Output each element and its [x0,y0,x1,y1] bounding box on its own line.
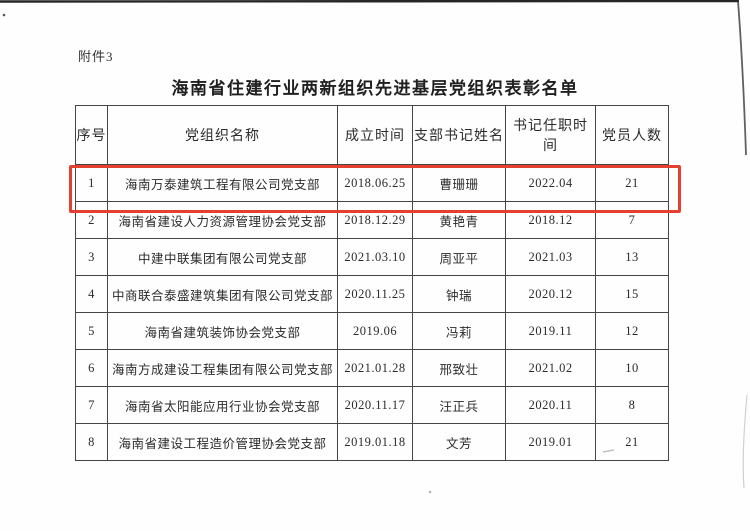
table-cell: 2018.12 [505,201,596,239]
table-body: 1 海南万泰建筑工程有限公司党支部 2018.06.25 曹珊珊 2022.04 21 2 海… [75,164,669,461]
table-cell: 2020.11.17 [337,386,413,424]
roster-table-container: 序号 党组织名称 成立时间 支部书记姓名 书记任职时间 党员人数 1 海南万泰建筑… [75,105,669,461]
scan-right-edge-lower [742,394,748,489]
table-cell: 周亚平 [412,238,506,276]
table-cell: 2022.04 [505,164,596,202]
table-cell: 21 [595,164,669,202]
table-cell: 2019.11 [505,312,596,350]
table-row: 6 海南方成建设工程集团有限公司党支部 2021.01.28 邢致壮 2021.02 10 [75,349,669,387]
table-cell: 10 [595,349,669,387]
table-header-row: 序号 党组织名称 成立时间 支部书记姓名 书记任职时间 党员人数 [75,105,669,165]
table-cell: 2020.12 [505,275,596,313]
table-cell: 中商联合泰盛建筑集团有限公司党支部 [107,275,338,313]
table-cell: 海南方成建设工程集团有限公司党支部 [107,349,338,387]
table-cell: 2021.02 [505,349,596,387]
column-header-secretary-tenure: 书记任职时间 [505,105,596,165]
roster-table: 序号 党组织名称 成立时间 支部书记姓名 书记任职时间 党员人数 1 海南万泰建筑… [75,105,669,461]
table-cell: 海南万泰建筑工程有限公司党支部 [107,164,338,202]
table-cell: 海南省建设人力资源管理协会党支部 [107,201,338,239]
table-cell: 2018.06.25 [337,164,413,202]
table-cell: 曹珊珊 [412,164,506,202]
table-cell: 1 [75,164,108,202]
table-cell: 汪正兵 [412,386,506,424]
table-cell: 7 [75,386,108,424]
column-header-member-count: 党员人数 [595,105,669,165]
page-title: 海南省住建行业两新组织先进基层党组织表彰名单 [171,79,579,98]
table-cell: 8 [75,423,108,461]
column-header-org-name: 党组织名称 [107,105,338,165]
table-cell: 4 [75,275,108,313]
table-cell: 15 [595,275,669,313]
table-cell: 8 [595,386,669,424]
table-cell: 海南省建筑装饰协会党支部 [107,312,338,350]
table-cell: 2020.11.25 [337,275,413,313]
scan-speck [428,490,432,494]
table-row: 7 海南省太阳能应用行业协会党支部 2020.11.17 汪正兵 2020.11 8 [75,386,669,424]
table-cell: 2 [75,201,108,239]
table-cell: 12 [595,312,669,350]
attachment-label: 附件3 [78,49,114,64]
table-row: 8 海南省建设工程造价管理协会党支部 2019.01.18 文芳 2019.01 21 [75,423,669,461]
table-row: 4 中商联合泰盛建筑集团有限公司党支部 2020.11.25 钟瑞 2020.12 15 [75,275,669,313]
table-row: 5 海南省建筑装饰协会党支部 2019.06 冯莉 2019.11 12 [75,312,669,350]
table-cell: 中建中联集团有限公司党支部 [107,238,338,276]
table-cell: 6 [75,349,108,387]
table-cell: 钟瑞 [412,275,506,313]
table-cell: 2020.11 [505,386,596,424]
column-header-secretary-name: 支部书记姓名 [412,105,506,165]
table-row: 2 海南省建设人力资源管理协会党支部 2018.12.29 黄艳青 2018.12 7 [75,201,669,239]
table-cell: 2021.03.10 [337,238,413,276]
table-cell: 3 [75,238,108,276]
table-cell: 冯莉 [412,312,506,350]
scan-speck [2,13,6,17]
table-cell: 2021.03 [505,238,596,276]
column-header-index: 序号 [75,105,108,165]
table-cell: 2019.06 [337,312,413,350]
table-cell: 2018.12.29 [337,201,413,239]
table-cell: 海南省太阳能应用行业协会党支部 [107,386,338,424]
table-cell: 2019.01 [505,423,596,461]
table-row: 1 海南万泰建筑工程有限公司党支部 2018.06.25 曹珊珊 2022.04 21 [75,164,669,202]
table-cell: 邢致壮 [412,349,506,387]
scan-top-edge [0,0,740,3]
table-cell: 2021.01.28 [337,349,413,387]
column-header-founded-date: 成立时间 [337,105,413,165]
table-cell: 黄艳青 [412,201,506,239]
table-cell: 2019.01.18 [337,423,413,461]
table-row: 3 中建中联集团有限公司党支部 2021.03.10 周亚平 2021.03 13 [75,238,669,276]
table-cell: 7 [595,201,669,239]
table-cell: 文芳 [412,423,506,461]
table-cell: 21 [595,423,669,461]
table-cell: 13 [595,238,669,276]
table-cell: 海南省建设工程造价管理协会党支部 [107,423,338,461]
table-cell: 5 [75,312,108,350]
